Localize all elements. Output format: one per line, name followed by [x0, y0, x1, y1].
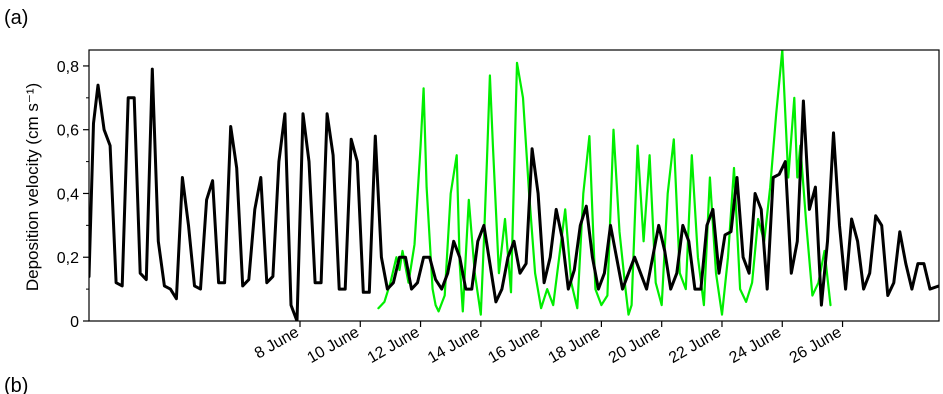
x-tick-label: 16 June — [485, 324, 543, 367]
panel-label-b: (b) — [4, 375, 28, 394]
axes-layer: 0 0,2 0,4 0,6 0,8 8 June 10 June 12 June 14 June… — [57, 49, 940, 367]
y-tick-label: 0,6 — [57, 123, 79, 140]
x-tick-label: 18 June — [546, 324, 604, 367]
x-tick-label: 10 June — [304, 324, 362, 367]
y-tick-label: 0,2 — [57, 250, 79, 267]
series-line-1 — [377, 50, 832, 316]
x-tick-label: 12 June — [365, 324, 423, 367]
series-line-2 — [89, 67, 939, 321]
series-layer — [89, 50, 939, 321]
x-tick-label: 20 June — [606, 324, 664, 367]
y-tick-label: 0,4 — [57, 186, 79, 203]
y-axis-label: Deposition velocity (cm s⁻¹) — [23, 83, 42, 291]
plot-frame — [88, 49, 940, 322]
x-tick-label: 22 June — [666, 324, 724, 367]
y-tick-label: 0 — [70, 314, 79, 331]
x-tick-label: 24 June — [726, 324, 784, 367]
x-tick-label: 26 June — [787, 324, 845, 367]
y-tick-label: 0,8 — [57, 59, 79, 76]
panel-label-a: (a) — [4, 7, 28, 29]
x-tick-label: 8 June — [252, 324, 302, 363]
x-tick-label: 14 June — [425, 324, 483, 367]
